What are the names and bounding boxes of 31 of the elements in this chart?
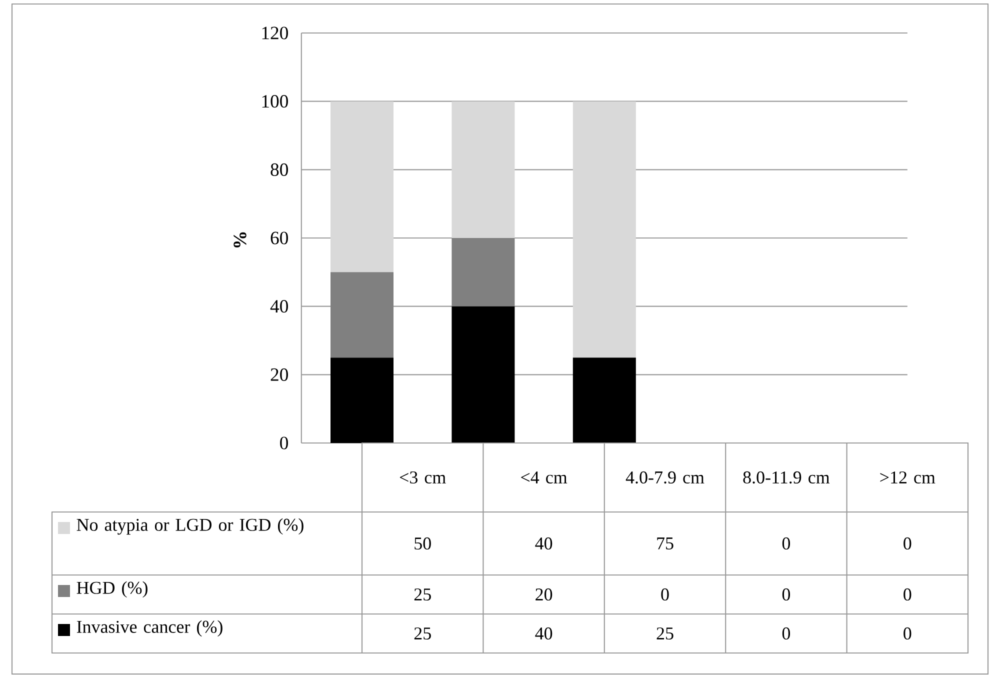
data-label: 0 xyxy=(904,588,912,601)
x-tick-label: 4.0-7.9 cm xyxy=(626,471,704,484)
y-tick-label: 120 xyxy=(262,26,288,40)
data-label: 0 xyxy=(661,588,669,601)
data-label: 0 xyxy=(782,627,790,640)
y-tick-label: 60 xyxy=(270,232,288,244)
data-label: 25 xyxy=(414,588,431,601)
x-tick-label: <3 cm xyxy=(400,471,446,484)
legend-label: HGD (%) xyxy=(76,581,148,598)
legend-label: No atypia or LGD or IGD (%) xyxy=(76,518,304,535)
data-label: 20 xyxy=(536,588,552,601)
y-tick-label: 80 xyxy=(270,163,288,176)
data-label: 0 xyxy=(782,588,790,601)
y-tick-label: 100 xyxy=(262,95,288,108)
data-label: 40 xyxy=(535,627,552,640)
y-tick-label: 40 xyxy=(270,300,288,313)
x-tick-label: >12 cm xyxy=(880,471,936,484)
data-label: 75 xyxy=(657,538,674,550)
y-axis-title: % xyxy=(234,232,246,248)
data-label: 0 xyxy=(904,627,912,640)
data-label: 0 xyxy=(782,537,790,550)
y-tick-label: 0 xyxy=(280,436,288,450)
x-tick-label: 8.0-11.9 cm xyxy=(743,471,830,484)
x-tick-label: <4 cm xyxy=(521,471,568,484)
y-tick-label: 20 xyxy=(270,368,288,381)
data-label: 50 xyxy=(414,537,431,550)
legend-label: Invasive cancer (%) xyxy=(76,620,222,637)
data-label: 25 xyxy=(414,627,431,640)
data-label: 25 xyxy=(656,627,674,640)
data-label: 40 xyxy=(535,537,552,550)
data-label: 0 xyxy=(904,537,912,550)
